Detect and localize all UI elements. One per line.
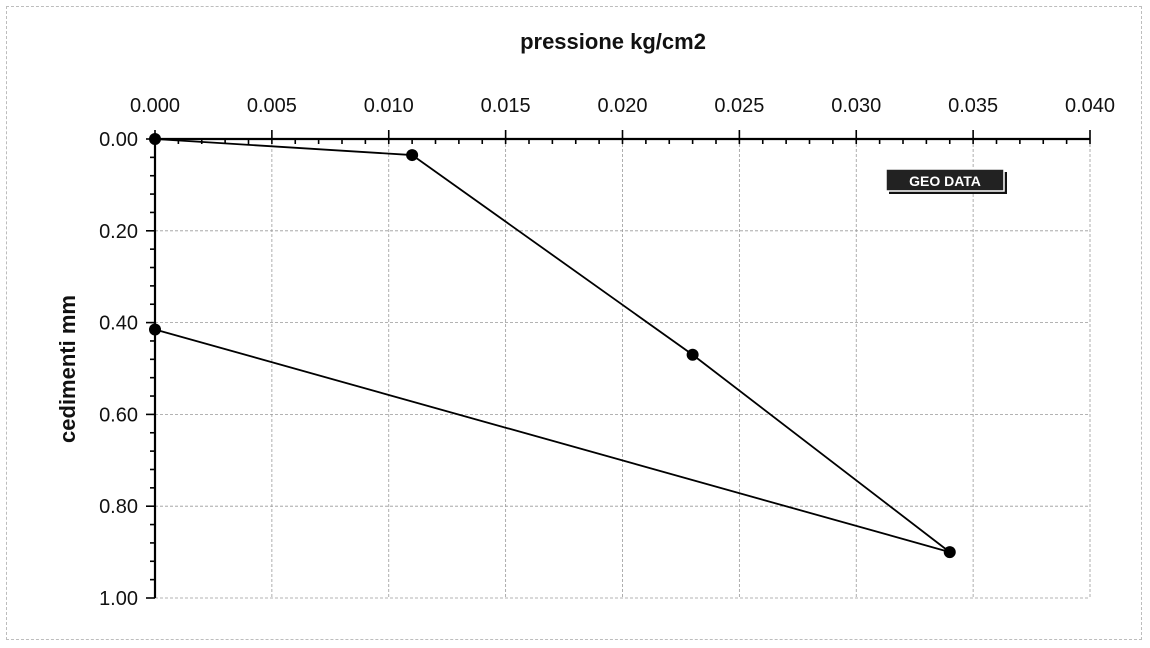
grid-lines xyxy=(155,139,1091,599)
geodata-logo: GEO DATA xyxy=(885,168,1007,194)
data-point xyxy=(406,149,419,162)
series-line xyxy=(154,138,951,553)
data-point xyxy=(149,133,161,145)
logo-text: GEO DATA xyxy=(909,173,981,189)
y-tick-labels: 0.00 0.20 0.40 0.60 0.80 1.00 xyxy=(99,129,138,610)
y-tick-label: 0.00 xyxy=(99,129,138,151)
y-tick-label: 0.80 xyxy=(99,496,138,518)
series-group xyxy=(149,133,956,559)
data-point xyxy=(149,323,161,336)
x-tick-label: 0.005 xyxy=(247,95,297,117)
chart-frame xyxy=(6,6,1142,640)
logo-face xyxy=(885,168,1005,192)
x-tick-label: 0.000 xyxy=(130,95,180,117)
x-tick-label: 0.015 xyxy=(481,95,531,117)
y-axis-title: cedimenti mm xyxy=(55,295,80,443)
y-tick-label: 0.60 xyxy=(99,404,138,426)
x-tick-label: 0.035 xyxy=(948,95,998,117)
data-point xyxy=(943,546,956,559)
y-tick-label: 1.00 xyxy=(99,588,138,610)
data-point xyxy=(686,348,699,361)
x-tick-label: 0.020 xyxy=(597,95,647,117)
x-tick-label: 0.010 xyxy=(364,95,414,117)
y-tick-label: 0.20 xyxy=(99,221,138,243)
x-tick-label: 0.030 xyxy=(831,95,881,117)
x-tick-label: 0.025 xyxy=(714,95,764,117)
tick-marks xyxy=(146,130,1091,599)
x-axis-title: pressione kg/cm2 xyxy=(520,29,706,54)
x-tick-label: 0.040 xyxy=(1065,95,1115,117)
x-tick-labels: 0.000 0.005 0.010 0.015 0.020 0.025 0.030 0.035… xyxy=(130,95,1115,117)
y-tick-label: 0.40 xyxy=(99,313,138,335)
